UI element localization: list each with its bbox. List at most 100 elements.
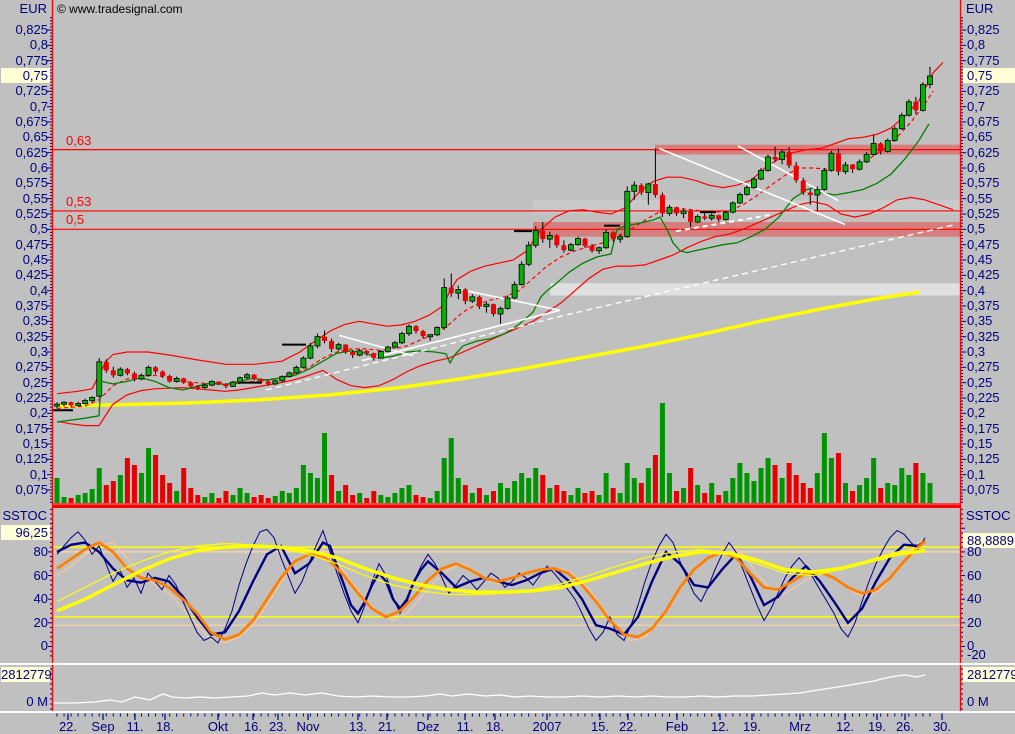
x-axis-label: Dez: [416, 719, 440, 734]
x-axis-label: 26.: [895, 719, 915, 734]
price-tick-label-left: 0,45: [22, 251, 48, 267]
candle: [736, 193, 743, 204]
price-tick-label-left: 0,275: [15, 359, 48, 375]
x-axis-label: 22.: [58, 719, 78, 734]
copyright-text: © www.tradesignal.com: [57, 2, 183, 16]
candle: [652, 183, 658, 195]
sstoc-title-right: SSTOC: [966, 508, 1011, 523]
yellow-ma-line: [56, 290, 921, 408]
candle: [589, 245, 595, 251]
candle: [356, 350, 363, 356]
price-tick-label-right: 0,825: [967, 22, 1000, 37]
white-pennant-line: [361, 309, 561, 362]
volume-bar: [835, 453, 841, 503]
volume-bar: [329, 475, 335, 503]
candle: [835, 153, 841, 172]
volume-bar: [927, 483, 933, 503]
volume-bar: [103, 485, 109, 503]
price-tick-label-left: 0,375: [15, 297, 48, 313]
price-tick-label-left: 0,075: [15, 481, 48, 497]
candle: [427, 334, 434, 338]
price-tick-label-right: 0,325: [967, 328, 1000, 344]
x-axis-label: 11.: [126, 719, 144, 734]
price-tick-label-left: 0,35: [22, 313, 48, 329]
volume-bar: [913, 463, 919, 503]
volume-bar: [561, 491, 567, 503]
candle: [82, 400, 89, 404]
candle: [603, 231, 610, 249]
volume-bar: [610, 488, 616, 503]
white-trend-dashed-line: [265, 223, 957, 391]
x-axis-label: 18.: [485, 719, 505, 734]
x-ticks-layer: [56, 713, 943, 720]
candle: [420, 331, 426, 337]
price-tick-label-left: 0,475: [15, 236, 48, 252]
volume-bar: [96, 468, 102, 503]
price-tick-label-right: 0,25: [967, 374, 993, 390]
candle: [216, 381, 222, 384]
candle: [251, 374, 257, 379]
price-tick-label-left: 0,325: [15, 328, 48, 344]
sstoc-tick-label-left: 60: [33, 567, 48, 583]
candle: [237, 377, 243, 383]
candle: [504, 297, 511, 309]
price-tick-label-left: 0,575: [15, 175, 48, 191]
volume-bar: [800, 483, 806, 503]
white-pennant-line: [338, 334, 414, 357]
volume-bar: [716, 495, 722, 503]
candle: [568, 244, 574, 251]
sstoc-tick-label-left: 80: [33, 543, 48, 559]
candle: [716, 215, 722, 220]
x-axis-label: 21.: [377, 719, 397, 734]
price-tick-label-right: 0,525: [967, 205, 1000, 221]
volume-bar: [688, 468, 694, 503]
volume-bar: [483, 495, 489, 503]
candle: [153, 367, 159, 372]
price-tick-label-right: 0,6: [967, 159, 986, 175]
candle: [188, 382, 194, 387]
volume-bar: [265, 498, 271, 503]
stoch-yellow-thin-line: [56, 542, 926, 603]
candle: [223, 383, 229, 387]
candle: [920, 84, 926, 111]
volume-bar: [322, 433, 328, 503]
volume-bar: [751, 481, 757, 503]
price-tick-label-left: 0,1: [29, 466, 48, 482]
stoch-slow-line: [56, 540, 926, 637]
volume-bar: [427, 498, 433, 503]
candle: [575, 238, 581, 246]
candle: [181, 378, 187, 383]
candle: [371, 353, 377, 359]
candle: [758, 170, 764, 180]
volume-bar: [878, 488, 884, 503]
overlay-lines-layer: [53, 62, 957, 427]
volume-bar: [293, 488, 299, 503]
price-tick-label-left: 0,825: [15, 22, 48, 37]
sstoc-tick-label-right: -20: [967, 647, 986, 662]
candle: [110, 370, 116, 376]
volume-bar: [681, 488, 687, 503]
price-tick-label-right: 0,7: [967, 98, 986, 114]
candle: [145, 366, 152, 376]
candle: [680, 210, 687, 214]
price-tick-label-right: 0,675: [967, 113, 1000, 129]
volume-bar: [674, 491, 680, 503]
mid-ma-dashed-line: [56, 90, 934, 409]
x-axis-label: Feb: [665, 719, 689, 734]
volume-bar: [441, 458, 447, 503]
candle: [167, 375, 173, 382]
volume-bar: [392, 493, 398, 503]
volume-tick-label-right: 2812779: [963, 667, 1015, 682]
candle: [455, 289, 462, 294]
candle: [779, 151, 786, 160]
candle: [279, 376, 286, 382]
candle: [75, 403, 82, 406]
candle: [878, 143, 884, 152]
price-tick-label-left: 0,8: [29, 37, 48, 53]
volume-bar: [490, 491, 496, 503]
volume-bar: [251, 497, 257, 503]
candle: [314, 336, 321, 347]
candle: [786, 152, 792, 166]
candle: [307, 345, 314, 359]
